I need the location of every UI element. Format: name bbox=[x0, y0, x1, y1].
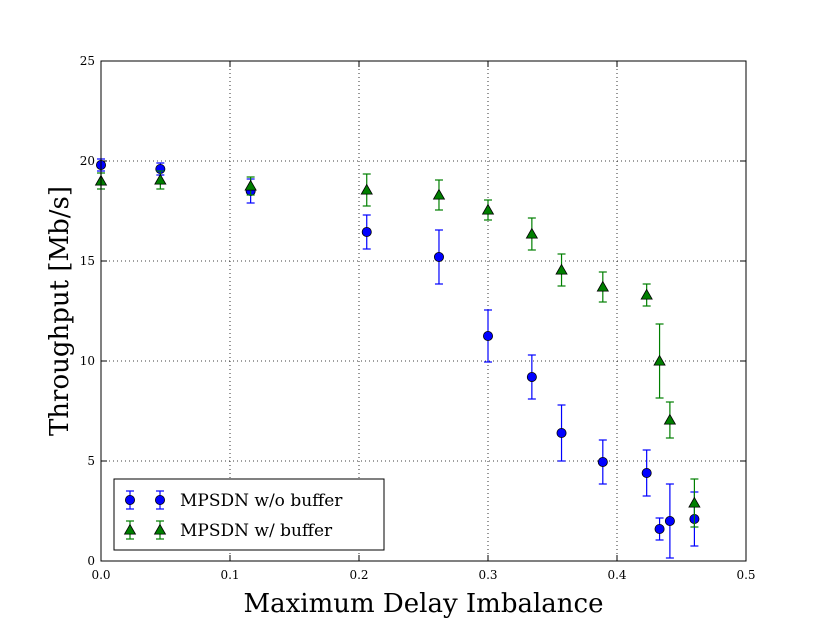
y-tick-label: 15 bbox=[80, 254, 95, 268]
x-axis-title: Maximum Delay Imbalance bbox=[243, 589, 603, 619]
data-point bbox=[653, 354, 666, 366]
data-point bbox=[244, 179, 257, 191]
x-tick-label: 0.3 bbox=[478, 568, 497, 582]
y-tick-label: 25 bbox=[80, 54, 95, 68]
data-point bbox=[432, 188, 446, 200]
data-point bbox=[482, 330, 493, 341]
x-tick-label: 0.4 bbox=[607, 568, 626, 582]
y-tick-label: 10 bbox=[80, 354, 95, 368]
data-point bbox=[525, 227, 539, 239]
data-point bbox=[526, 371, 537, 382]
data-point bbox=[663, 413, 677, 425]
data-point bbox=[640, 288, 653, 300]
legend-label: MPSDN w/o buffer bbox=[180, 491, 343, 511]
data-point bbox=[360, 183, 373, 195]
x-tick-label: 0.5 bbox=[736, 568, 755, 582]
grid-lines bbox=[101, 61, 746, 561]
data-point bbox=[688, 496, 701, 508]
data-point bbox=[361, 226, 372, 237]
legend: MPSDN w/o buffer MPSDN w/ buffer bbox=[113, 478, 385, 551]
data-point bbox=[481, 203, 495, 215]
series-with-buffer bbox=[94, 170, 701, 528]
legend-marker bbox=[123, 523, 137, 535]
plot-background bbox=[101, 61, 746, 561]
plot-frame bbox=[100, 60, 747, 562]
data-point bbox=[556, 427, 567, 438]
data-point bbox=[555, 263, 568, 275]
x-tick-label: 0.1 bbox=[220, 568, 239, 582]
y-tick-label: 0 bbox=[87, 554, 95, 568]
legend-marker bbox=[153, 523, 167, 535]
legend-entry: MPSDN w/o buffer bbox=[125, 490, 343, 511]
data-point bbox=[596, 280, 609, 292]
legend-marker bbox=[154, 494, 165, 505]
data-point bbox=[654, 524, 665, 535]
x-tick-label: 0.0 bbox=[91, 568, 110, 582]
legend-label: MPSDN w/ buffer bbox=[180, 521, 333, 541]
y-axis-title: Throughput [Mb/s] bbox=[45, 186, 75, 436]
legend-entries: MPSDN w/o buffer MPSDN w/ buffer bbox=[123, 490, 343, 541]
data-point bbox=[664, 516, 675, 527]
y-tick-label: 20 bbox=[80, 154, 95, 168]
data-point bbox=[641, 467, 652, 478]
x-tick-label: 0.2 bbox=[349, 568, 368, 582]
legend-marker bbox=[125, 494, 136, 505]
y-tick-label: 5 bbox=[87, 454, 95, 468]
tick-labels: 0.0 0.1 0.2 0.3 0.4 0.5 0 5 10 15 20 25 bbox=[80, 54, 756, 582]
data-series bbox=[94, 158, 701, 559]
data-point bbox=[154, 173, 167, 185]
legend-entry: MPSDN w/ buffer bbox=[123, 520, 333, 541]
data-point bbox=[597, 456, 608, 467]
data-point bbox=[433, 251, 444, 262]
